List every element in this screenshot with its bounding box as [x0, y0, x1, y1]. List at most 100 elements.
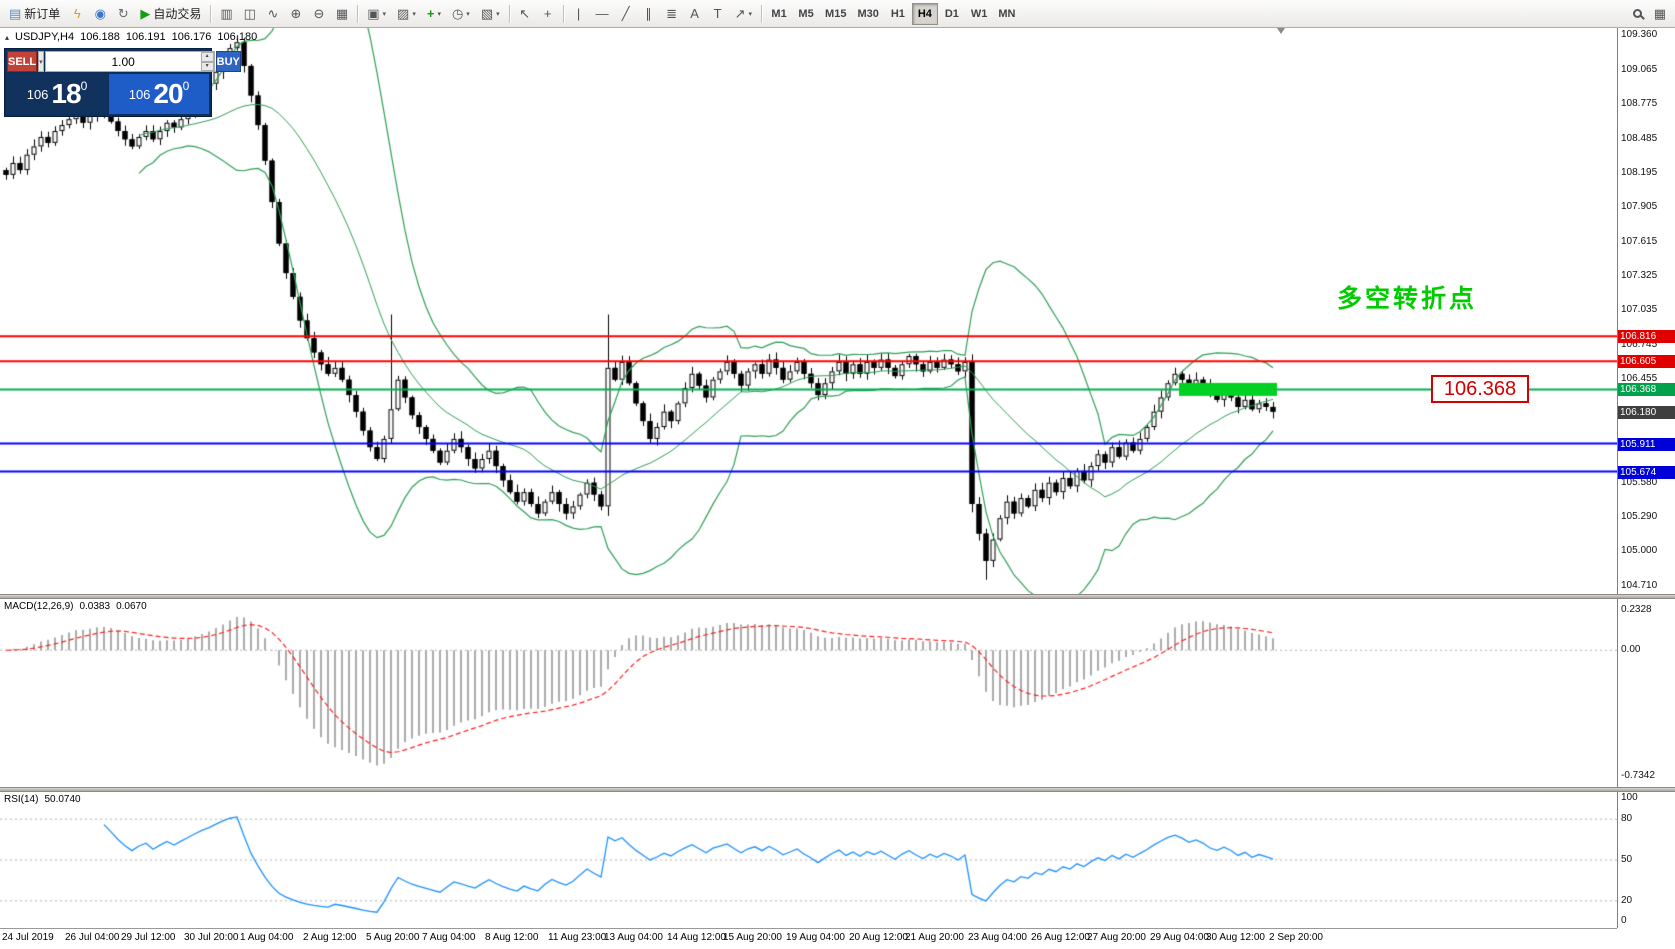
trendline-button[interactable]: ╱ — [615, 3, 637, 25]
macd-axis-label: -0.7342 — [1621, 770, 1655, 781]
timeframe-button-h4[interactable]: H4 — [911, 2, 938, 25]
crosshair-button[interactable]: + — [537, 3, 559, 25]
main-chart-pane: ▴ USDJPY,H4 106.188 106.191 106.176 106.… — [0, 28, 1675, 594]
pane-splitter-macd[interactable] — [0, 594, 1675, 599]
current-price-tag: 106.180 — [1618, 406, 1675, 419]
pane-splitter-rsi[interactable] — [0, 787, 1675, 792]
chevron-down-icon: ▾ — [412, 10, 416, 18]
zoom-in-button[interactable]: ⊕ — [285, 3, 307, 25]
cursor-button[interactable]: ↖ — [514, 3, 536, 25]
buy-button[interactable]: BUY — [215, 51, 241, 72]
price-axis-label: 107.905 — [1621, 201, 1658, 212]
price-axis[interactable]: 109.360 109.065 108.775 108.485 108.195 107.9… — [1617, 28, 1675, 594]
timeframe-button-m1[interactable]: M1 — [766, 3, 792, 25]
timeframe-button-m5[interactable]: M5 — [793, 3, 819, 25]
indicators-icon: + — [426, 6, 435, 21]
volume-input[interactable] — [45, 52, 201, 71]
chart-candles-button[interactable]: ◫ — [239, 3, 261, 25]
profiles-button[interactable]: ▨ ▾ — [392, 3, 421, 25]
time-axis-label: 30 Jul 20:00 — [184, 932, 239, 943]
timeframe-button-m15[interactable]: M15 — [820, 3, 851, 25]
indicators-button[interactable]: + ▾ — [422, 3, 446, 25]
channel-icon: ∥ — [645, 6, 652, 21]
rsi-axis[interactable]: 100 80 50 20 0 — [1617, 792, 1675, 928]
volume-dropdown-button[interactable]: ▾ — [38, 51, 44, 72]
fibonacci-button[interactable]: ≣ — [661, 3, 683, 25]
timeframe-button-mn[interactable]: MN — [993, 3, 1020, 25]
auto-trading-button[interactable]: ▶ 自动交易 — [135, 3, 206, 25]
new-chart-button[interactable]: ▣ ▾ — [362, 3, 391, 25]
toolbar-separator — [357, 4, 359, 23]
chevron-down-icon: ▾ — [437, 10, 441, 18]
macd-canvas[interactable] — [0, 599, 1617, 787]
chart-list-icon: ▦ — [1653, 6, 1666, 21]
text-icon: A — [690, 6, 699, 21]
templates-button[interactable]: ▧ ▾ — [476, 3, 505, 25]
macd-pane: MACD(12,26,9) 0.0383 0.0670 0.2328 0.00 -0… — [0, 599, 1675, 787]
price-axis-label: 106.455 — [1621, 373, 1658, 384]
auto-trading-label: 自动交易 — [153, 7, 202, 21]
refresh-button[interactable]: ↻ — [112, 3, 134, 25]
time-axis-label: 7 Aug 04:00 — [422, 932, 476, 943]
arrows-button[interactable]: ↗ ▾ — [730, 3, 757, 25]
price-axis-label: 105.000 — [1621, 545, 1658, 556]
vertical-line-button[interactable]: | — [568, 3, 590, 25]
cursor-icon: ↖ — [519, 6, 531, 21]
chart-line-button[interactable]: ∿ — [262, 3, 284, 25]
rsi-canvas[interactable] — [0, 792, 1617, 928]
buy-price-prefix: 106 — [128, 86, 151, 102]
zoom-out-icon: ⊖ — [313, 6, 325, 21]
main-chart-canvas[interactable] — [0, 28, 1617, 594]
toolbar-separator — [761, 4, 763, 23]
buy-price-pips: 20 — [153, 78, 183, 109]
horizontal-line-button[interactable]: — — [591, 3, 614, 25]
timeframe-button-w1[interactable]: W1 — [966, 3, 993, 25]
volume-decrease-button[interactable]: ▼ — [200, 61, 214, 71]
collapse-panel-icon[interactable]: ▴ — [5, 32, 10, 42]
rsi-value: 50.0740 — [44, 794, 81, 805]
crosshair-icon: + — [543, 6, 552, 21]
volume-increase-button[interactable]: ▲ — [200, 52, 214, 62]
timeframe-button-d1[interactable]: D1 — [939, 3, 965, 25]
price-line-tag: 106.368 — [1618, 383, 1675, 396]
new-order-button[interactable]: ▤ 新订单 — [4, 3, 65, 25]
time-axis[interactable]: 24 Jul 2019 26 Jul 04:00 29 Jul 12:00 30 Ju… — [0, 928, 1617, 949]
text-label-button[interactable]: T — [707, 3, 729, 25]
time-axis-label: 20 Aug 12:00 — [849, 932, 908, 943]
text-label-icon: T — [713, 6, 722, 21]
metaeditor-button[interactable]: ϟ — [66, 3, 88, 25]
rsi-label: RSI(14) 50.0740 — [4, 794, 81, 805]
turning-point-annotation: 多空转折点 — [1336, 285, 1477, 313]
text-button[interactable]: A — [684, 3, 706, 25]
sell-button[interactable]: SELL — [7, 51, 38, 72]
timeframe-button-h1[interactable]: H1 — [885, 3, 911, 25]
chart-shift-marker[interactable] — [1277, 28, 1285, 34]
chart-bars-button[interactable]: ▥ — [215, 3, 237, 25]
fibonacci-icon: ≣ — [666, 6, 678, 21]
time-axis-label: 11 Aug 23:00 — [548, 932, 607, 943]
price-axis-label: 108.195 — [1621, 167, 1658, 178]
price-axis-label: 108.485 — [1621, 133, 1658, 144]
time-axis-label: 26 Jul 04:00 — [65, 932, 120, 943]
periods-button[interactable]: ◷ ▾ — [447, 3, 475, 25]
search-button[interactable] — [1627, 3, 1649, 25]
rsi-title: RSI(14) — [4, 794, 39, 805]
toolbar-separator — [508, 4, 510, 23]
time-axis-label: 15 Aug 20:00 — [723, 932, 782, 943]
mql5-community-button[interactable]: ◉ — [89, 3, 111, 25]
timeframe-group: M1 M5 M15 M30 H1 H4 D1 W1 MN — [766, 2, 1020, 25]
zoom-out-button[interactable]: ⊖ — [308, 3, 330, 25]
highlighted-price-label[interactable]: 106.368 — [1431, 375, 1529, 403]
buy-price-display[interactable]: 106 20 0 — [109, 74, 209, 114]
timeframe-button-m30[interactable]: M30 — [852, 3, 883, 25]
chart-list-button[interactable]: ▦ — [1649, 3, 1671, 25]
new-order-label: 新订单 — [24, 7, 61, 21]
chevron-down-icon: ▾ — [382, 10, 387, 18]
price-axis-label: 107.035 — [1621, 304, 1658, 315]
sell-price-display[interactable]: 106 18 0 — [7, 74, 107, 114]
macd-axis[interactable]: 0.2328 0.00 -0.7342 — [1617, 599, 1675, 787]
channel-button[interactable]: ∥ — [638, 3, 660, 25]
price-axis-label: 107.325 — [1621, 270, 1658, 281]
tile-windows-button[interactable]: ▦ — [331, 3, 353, 25]
time-axis-label: 19 Aug 04:00 — [786, 932, 845, 943]
